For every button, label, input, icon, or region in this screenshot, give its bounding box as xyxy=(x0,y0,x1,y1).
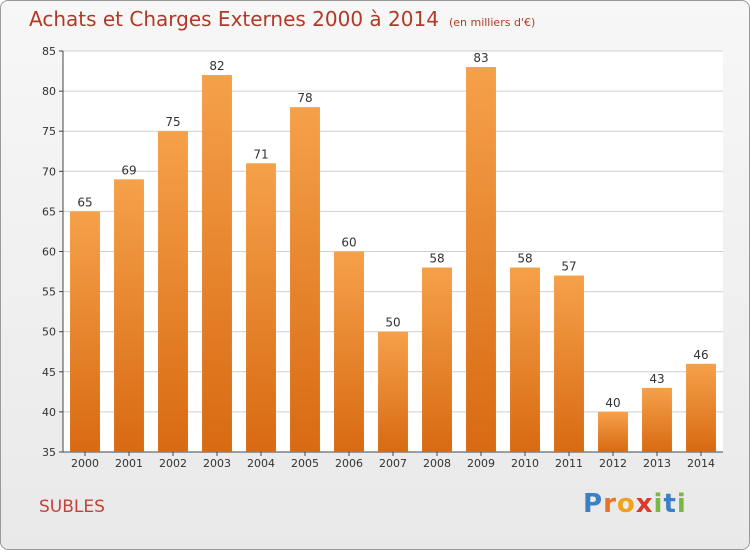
chart-title: Achats et Charges Externes 2000 à 2014 (e… xyxy=(29,7,535,31)
data-label: 83 xyxy=(473,51,488,65)
bar xyxy=(510,267,540,452)
chart-unit: (en milliers d'€) xyxy=(448,16,536,29)
bar xyxy=(290,107,320,452)
data-label: 71 xyxy=(253,147,268,161)
y-tick-label: 40 xyxy=(42,406,56,419)
commune-name: SUBLES xyxy=(39,497,105,517)
bar xyxy=(378,331,408,452)
proxiti-logo[interactable]: Proxiti xyxy=(583,489,687,519)
y-tick-label: 80 xyxy=(42,85,56,98)
bar xyxy=(158,131,188,452)
bar xyxy=(642,387,672,452)
x-tick-label: 2002 xyxy=(159,457,187,470)
bar xyxy=(246,163,276,452)
logo-letter: P xyxy=(583,489,604,519)
data-label: 65 xyxy=(77,195,92,209)
logo-letter: t xyxy=(663,489,677,519)
x-tick-label: 2003 xyxy=(203,457,231,470)
x-tick-label: 2011 xyxy=(555,457,583,470)
x-tick-label: 2000 xyxy=(71,457,99,470)
x-tick-label: 2013 xyxy=(643,457,671,470)
x-tick-label: 2014 xyxy=(687,457,715,470)
bar xyxy=(466,67,496,452)
data-label: 58 xyxy=(429,252,444,266)
bar xyxy=(554,275,584,452)
x-tick-label: 2005 xyxy=(291,457,319,470)
y-tick-label: 75 xyxy=(42,125,56,138)
y-tick-label: 60 xyxy=(42,246,56,259)
bar xyxy=(70,211,100,452)
bar xyxy=(422,267,452,452)
x-tick-label: 2009 xyxy=(467,457,495,470)
data-label: 46 xyxy=(693,348,708,362)
data-label: 69 xyxy=(121,163,136,177)
y-tick-label: 85 xyxy=(42,45,56,58)
x-tick-label: 2004 xyxy=(247,457,275,470)
data-label: 50 xyxy=(385,316,400,330)
y-tick-label: 50 xyxy=(42,326,56,339)
bar xyxy=(202,75,232,452)
x-tick-label: 2001 xyxy=(115,457,143,470)
logo-letter: o xyxy=(616,489,636,519)
data-label: 75 xyxy=(165,115,180,129)
bar xyxy=(334,251,364,452)
logo-letter: r xyxy=(603,489,617,519)
data-label: 60 xyxy=(341,236,356,250)
y-tick-label: 70 xyxy=(42,165,56,178)
y-tick-label: 45 xyxy=(42,366,56,379)
logo-letter: x xyxy=(635,489,654,519)
data-label: 82 xyxy=(209,59,224,73)
chart-title-text: Achats et Charges Externes 2000 à 2014 xyxy=(29,7,439,31)
data-label: 40 xyxy=(605,396,620,410)
y-tick-label: 55 xyxy=(42,286,56,299)
bar xyxy=(114,179,144,452)
y-tick-label: 35 xyxy=(42,446,56,459)
bar xyxy=(686,363,716,452)
data-label: 57 xyxy=(561,260,576,274)
data-label: 43 xyxy=(649,372,664,386)
bar xyxy=(598,411,628,452)
x-tick-label: 2012 xyxy=(599,457,627,470)
data-label: 58 xyxy=(517,252,532,266)
data-label: 78 xyxy=(297,91,312,105)
y-tick-label: 65 xyxy=(42,205,56,218)
x-tick-label: 2006 xyxy=(335,457,363,470)
logo-letter: i xyxy=(676,489,687,519)
x-tick-label: 2007 xyxy=(379,457,407,470)
logo-letter: i xyxy=(653,489,664,519)
x-tick-label: 2010 xyxy=(511,457,539,470)
x-tick-label: 2008 xyxy=(423,457,451,470)
